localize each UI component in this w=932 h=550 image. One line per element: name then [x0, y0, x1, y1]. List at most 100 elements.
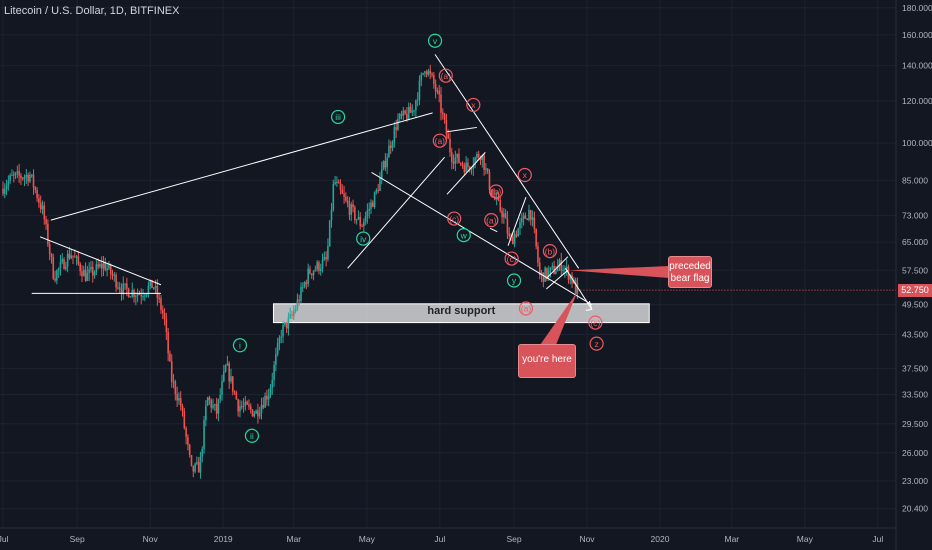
candle-body [359, 216, 362, 227]
candle-body [513, 234, 516, 245]
candle-body [389, 145, 392, 148]
candle-body [336, 181, 338, 183]
candle-body [82, 269, 85, 277]
candle-body [122, 283, 125, 295]
candle-body [427, 70, 430, 75]
candle-body [393, 127, 396, 143]
candle-body [395, 127, 397, 130]
candle-body [468, 166, 471, 170]
candle-body [488, 172, 491, 190]
candle-body [544, 267, 546, 282]
trend-line [371, 171, 593, 306]
candle-body [20, 175, 22, 179]
wave-label-green-circle [330, 109, 346, 125]
candle-body [355, 219, 358, 221]
candle-body [364, 216, 367, 222]
candle-body [420, 74, 423, 81]
candle-body [285, 322, 288, 329]
candle-body [192, 465, 195, 472]
candle-body [47, 224, 49, 245]
candle-body [467, 162, 469, 167]
candle-body [501, 210, 503, 218]
candle-body [65, 266, 67, 270]
candle-body [303, 282, 306, 287]
candle-body [529, 210, 532, 220]
candle-body [319, 268, 322, 271]
candle-body [440, 94, 442, 113]
candle-body [354, 207, 356, 220]
candle-body [438, 90, 441, 95]
candle-body [16, 171, 19, 173]
candle-body [370, 202, 372, 209]
candle-body [152, 287, 155, 289]
candle-body [515, 234, 518, 237]
candle-body [156, 286, 159, 299]
candle-body [217, 399, 220, 414]
candle-body [75, 256, 78, 258]
candle-body [477, 153, 480, 158]
candle-body [43, 205, 46, 220]
candle-body [363, 221, 365, 227]
wave-label-red: x [471, 100, 476, 110]
candle-body [271, 379, 274, 388]
candle-body [266, 395, 268, 400]
candle-body [486, 168, 489, 173]
candle-body [57, 268, 60, 271]
candle-body [240, 406, 243, 408]
candle-body [99, 264, 101, 267]
price-axis-tick-label: 85.000 [902, 175, 928, 185]
candle-body [93, 272, 96, 276]
wave-label-red-circle [488, 184, 504, 199]
bear-flag-callout: preceded bear flag [668, 256, 712, 288]
candle-body [422, 72, 424, 75]
candle-body [178, 398, 180, 401]
candle-body [409, 106, 412, 113]
candle-body [300, 286, 302, 302]
candle-body [301, 286, 304, 288]
candle-body [459, 162, 462, 164]
candle-body [449, 138, 451, 153]
candle-body [81, 271, 83, 277]
candle-body [549, 267, 552, 271]
wave-label-red: (c) [449, 214, 459, 224]
wave-label-red-circle [588, 315, 603, 330]
candle-body [307, 268, 309, 284]
candle-body [330, 209, 333, 221]
candle-body [476, 153, 478, 158]
candle-body [7, 180, 10, 186]
time-axis-tick-label: 2019 [214, 534, 233, 544]
trend-line [545, 256, 569, 279]
candle-body [196, 462, 198, 464]
candle-body [212, 405, 214, 408]
candle-body [34, 187, 37, 191]
candle-body [312, 270, 315, 276]
candle-body [411, 110, 414, 113]
wave-label-red: (b) [491, 187, 502, 197]
candle-body [136, 293, 139, 296]
projection-arrow-line [565, 268, 593, 310]
candle-body [242, 405, 245, 407]
candle-body [294, 308, 297, 312]
candle-body [32, 174, 35, 188]
candle-body [269, 387, 272, 396]
candle-body [287, 317, 290, 329]
price-axis-tick-label: 100.000 [902, 138, 932, 148]
wave-label-green: w [460, 230, 468, 240]
candle-body [565, 266, 568, 269]
trend-line [347, 156, 445, 269]
candle-body [169, 353, 171, 362]
candle-body [445, 119, 448, 135]
candle-body [348, 203, 351, 215]
price-axis-tick-label: 120.000 [902, 96, 932, 106]
candle-body [546, 267, 548, 278]
bear-flag-callout-pointer [569, 266, 669, 278]
candle-body [436, 90, 439, 92]
candle-body [524, 215, 527, 219]
candle-body [382, 160, 385, 169]
candle-body [59, 261, 62, 269]
candle-body [472, 164, 475, 169]
candle-body [361, 226, 363, 228]
candle-body [147, 285, 150, 294]
wave-label-green: i [239, 340, 241, 350]
